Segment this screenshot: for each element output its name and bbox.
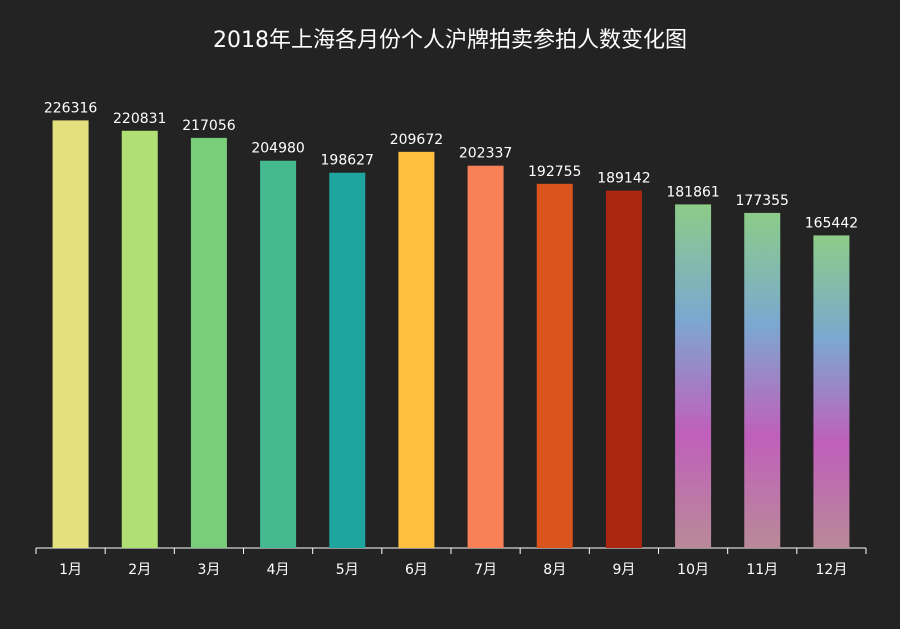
- bar-6: [398, 151, 435, 548]
- x-tick-label-12: 12月: [816, 562, 848, 578]
- x-tick-label-8: 8月: [543, 562, 566, 578]
- x-tick-label-2: 2月: [128, 562, 151, 578]
- bar-5: [329, 172, 366, 549]
- bar-8: [536, 183, 573, 548]
- data-label-8: 192755: [528, 164, 581, 180]
- data-label-5: 198627: [321, 153, 374, 169]
- x-tick-label-9: 9月: [612, 562, 635, 578]
- bars-group: 226316 220831 217056 204980 198627 209672 2023…: [44, 100, 858, 549]
- bar-12: [813, 235, 850, 548]
- data-label-11: 177355: [736, 193, 789, 209]
- ticks-group: 1月 2月 3月 4月 5月 6月 7月 8月 9月 10月 11月 12月: [35, 548, 867, 578]
- data-label-4: 204980: [251, 141, 304, 157]
- x-tick-label-1: 1月: [59, 562, 82, 578]
- bar-1: [52, 120, 89, 548]
- x-tick-label-4: 4月: [267, 562, 290, 578]
- bar-4: [260, 160, 297, 549]
- data-label-9: 189142: [597, 171, 650, 187]
- data-label-2: 220831: [113, 111, 166, 127]
- chart-title: 2018年上海各月份个人沪牌拍卖参拍人数变化图: [213, 28, 687, 53]
- x-tick-label-11: 11月: [746, 562, 778, 578]
- data-label-3: 217056: [182, 118, 236, 134]
- data-label-1: 226316: [44, 100, 98, 116]
- data-label-10: 181861: [666, 184, 719, 200]
- bar-3: [190, 137, 227, 548]
- x-tick-label-3: 3月: [197, 562, 220, 578]
- bar-11: [744, 212, 781, 548]
- data-label-6: 209672: [390, 132, 443, 148]
- x-tick-label-7: 7月: [474, 562, 497, 578]
- data-label-7: 202337: [459, 146, 512, 162]
- x-tick-label-5: 5月: [336, 562, 359, 578]
- bar-9: [605, 190, 642, 549]
- data-label-12: 165442: [805, 215, 858, 231]
- x-tick-label-6: 6月: [405, 562, 428, 578]
- bar-2: [121, 130, 158, 548]
- x-tick-label-10: 10月: [677, 562, 709, 578]
- bar-7: [467, 165, 504, 548]
- bar-10: [675, 204, 712, 548]
